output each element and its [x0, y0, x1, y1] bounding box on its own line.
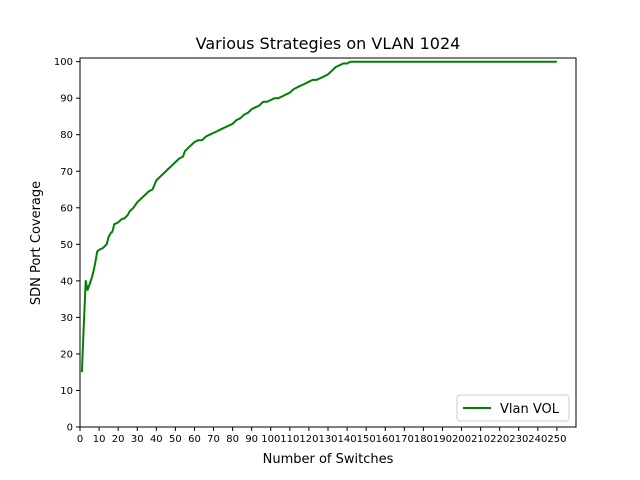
x-tick-label: 160 — [376, 434, 395, 445]
x-tick-label: 90 — [245, 434, 258, 445]
x-tick-label: 240 — [528, 434, 547, 445]
x-tick-label: 130 — [318, 434, 337, 445]
x-tick-label: 0 — [77, 434, 83, 445]
x-tick-label: 120 — [299, 434, 318, 445]
series-line-vlan-vol — [80, 60, 557, 373]
x-tick-label: 140 — [338, 434, 357, 445]
x-tick-label: 150 — [357, 434, 376, 445]
y-tick-label: 60 — [60, 203, 73, 214]
y-tick-label: 70 — [60, 167, 73, 178]
x-tick-label: 250 — [547, 434, 566, 445]
chart-title: Various Strategies on VLAN 1024 — [196, 34, 461, 53]
y-tick-label: 80 — [60, 130, 73, 141]
legend: Vlan VOL — [456, 394, 570, 422]
x-tick-label: 100 — [261, 434, 280, 445]
x-tick-label: 10 — [93, 434, 106, 445]
x-tick-label: 190 — [433, 434, 452, 445]
x-tick-label: 210 — [471, 434, 490, 445]
plot-area: 0 10 20 30 40 50 60 70 80 90 100 110 120 130 140 150 160… — [54, 57, 577, 445]
x-axis-label: Number of Switches — [263, 452, 394, 467]
x-tick-label: 110 — [280, 434, 299, 445]
x-tick-label: 30 — [131, 434, 144, 445]
y-tick-label: 90 — [60, 94, 73, 105]
x-tick-label: 20 — [112, 434, 125, 445]
legend-box — [456, 394, 570, 422]
x-tick-label: 220 — [490, 434, 509, 445]
x-tick-label: 230 — [509, 434, 528, 445]
x-tick-label: 80 — [226, 434, 239, 445]
y-tick-label: 10 — [60, 386, 73, 397]
x-tick-label: 50 — [169, 434, 182, 445]
y-axis-label: SDN Port Coverage — [29, 181, 44, 305]
x-tick-label: 40 — [150, 434, 163, 445]
x-tick-label: 170 — [395, 434, 414, 445]
x-tick-label: 180 — [414, 434, 433, 445]
y-tick-label: 40 — [60, 276, 73, 287]
y-tick-label: 50 — [60, 240, 73, 251]
x-tick-label: 70 — [207, 434, 220, 445]
y-tick-label: 20 — [60, 349, 73, 360]
x-tick-label: 60 — [188, 434, 201, 445]
legend-label-vlan-vol: Vlan VOL — [500, 402, 560, 417]
y-tick-label: 100 — [54, 57, 73, 68]
x-tick-label: 200 — [452, 434, 471, 445]
y-tick-label: 0 — [67, 423, 73, 434]
y-tick-label: 30 — [60, 313, 73, 324]
